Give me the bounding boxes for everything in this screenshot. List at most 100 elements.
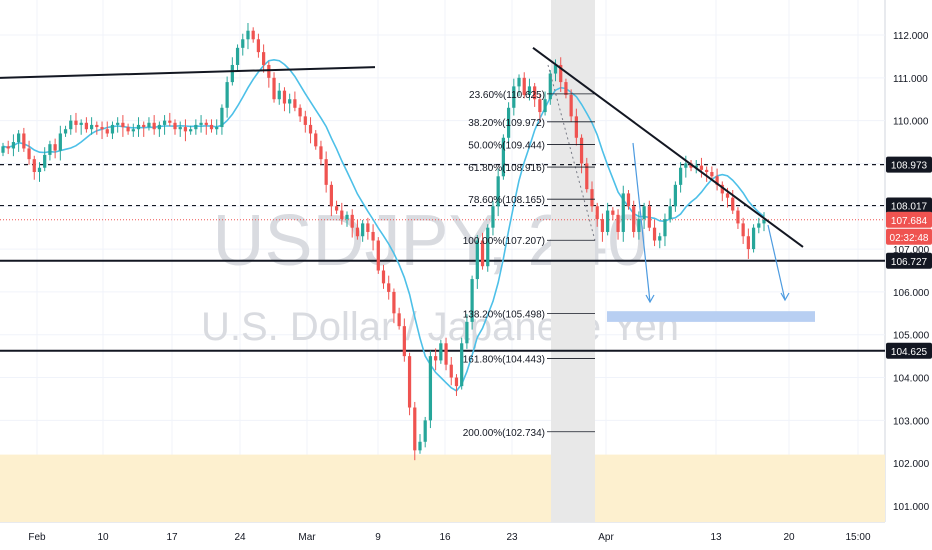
price-tag [886,211,932,228]
price-tag [886,197,932,214]
candle-body [361,223,365,237]
candle-body [454,377,459,387]
candle-body [533,86,537,100]
moving-average-line [2,58,765,392]
price-tag [886,252,932,269]
candle-body [564,82,568,95]
candle-body [579,137,584,164]
candle-body [152,122,156,130]
candle-body [517,77,521,87]
candle-body [371,231,375,241]
x-tick-label: Mar [298,532,316,543]
candle-body [298,107,302,117]
candle-body [241,39,245,48]
price-tag [886,228,932,245]
candle-body [684,163,688,168]
candle-body [329,184,333,207]
candle-body [710,172,714,177]
candle-body [381,270,386,284]
fib-level-label: 200.00%(102.734) [463,428,545,439]
candle-body [757,223,761,228]
candle-body [6,146,10,149]
x-tick-label: Apr [598,532,614,543]
x-tick-label: 13 [710,532,722,543]
candle-body [11,142,16,149]
x-tick-label: 15:00 [845,532,870,543]
arrow-head [645,294,655,304]
candle-body [439,343,443,361]
candle-body [105,129,109,134]
candle-body [606,210,610,232]
candle-body [673,184,678,207]
candle-body [199,122,203,125]
candle-body [397,313,401,327]
candle-body [340,210,344,220]
candle-body [418,441,422,451]
candle-body [569,94,573,117]
candle-body [121,122,125,128]
projection-arrow [632,142,651,303]
candle-body [725,193,730,198]
candle-body [428,356,433,421]
candle-body [136,124,141,130]
candle-body [470,279,474,322]
x-tick-label: 10 [97,532,109,543]
candle-body [288,99,292,104]
candle-body [89,124,94,130]
candle-body [84,122,89,130]
candle-body [100,127,104,130]
candle-body [647,206,651,228]
candle-body [110,124,115,134]
candle-body [355,227,360,237]
candle-body [69,120,73,130]
candle-body [74,120,78,125]
y-tick-label: 106.000 [893,288,930,299]
candle-body [168,120,172,123]
y-tick-label: 111.000 [893,74,928,85]
candle-body [465,321,469,344]
candle-body [642,206,646,220]
candle-body [147,122,151,128]
fib-level-label: 100.00%(107.207) [463,236,545,247]
fib-level-label: 138.20%(105.498) [463,309,545,320]
candle-body [751,227,756,250]
candle-body [590,189,594,207]
candle-body [126,127,130,132]
candle-body [720,184,724,194]
resistance-upper-trendline [0,66,376,79]
candle-body [746,236,750,250]
candle-body [334,206,339,211]
candle-body [262,52,266,65]
y-tick-label: 104.000 [893,374,930,385]
x-tick-label: 20 [783,532,795,543]
candle-body [736,210,740,224]
candle-body [131,129,135,132]
candle-body [413,407,417,451]
price-tag-label: 104.625 [891,347,928,358]
arrow-head [780,292,790,302]
candle-body [235,47,240,65]
price-tag-label: 02:32:48 [890,233,929,244]
candle-body [595,206,599,220]
candle-body [48,144,52,155]
candle-body [402,326,406,357]
candle-body [204,122,208,125]
candle-body [366,223,370,232]
candle-body [694,165,698,168]
fib-level-label: 61.80%(108.916) [468,163,545,174]
candle-body [345,214,349,220]
candle-body [616,214,620,232]
candle-body [527,86,532,95]
candle-body [303,116,307,125]
x-tick-label: 17 [166,532,178,543]
candle-body [282,90,287,104]
candle-body [678,167,683,185]
candle-body [319,146,323,160]
y-tick-label: 103.000 [893,416,930,427]
candle-body [324,159,328,185]
candle-body [658,236,662,241]
candle-body [460,343,464,387]
price-tag [886,156,932,173]
candle-body [32,159,36,173]
